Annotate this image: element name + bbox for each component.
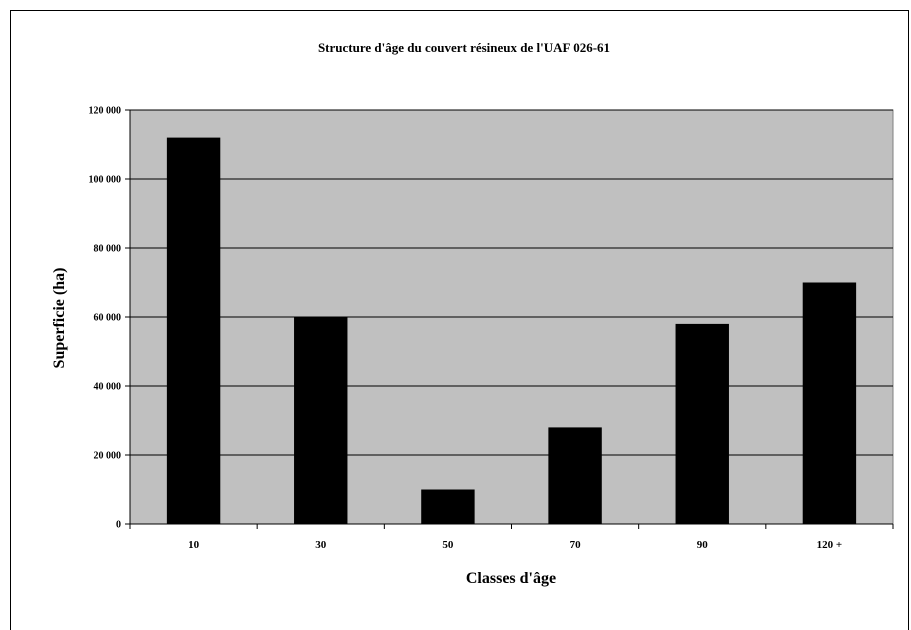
bar bbox=[675, 323, 729, 524]
chart-title: Structure d'âge du couvert résineux de l… bbox=[318, 40, 610, 55]
bar bbox=[802, 282, 857, 524]
y-tick-label: 0 bbox=[116, 520, 121, 531]
bar bbox=[421, 489, 475, 524]
chart-frame bbox=[10, 10, 909, 630]
y-axis-label: Superficie (ha) bbox=[51, 268, 68, 369]
y-tick-label: 120 000 bbox=[89, 106, 122, 117]
y-tick-label: 60 000 bbox=[94, 313, 122, 324]
x-axis-label: Classes d'âge bbox=[466, 570, 556, 587]
x-tick-label: 70 bbox=[570, 539, 582, 551]
x-tick-label: 90 bbox=[697, 539, 709, 551]
y-axis-ticks: 0 20 000 40 000 60 000 80 000 100 000 120 000 bbox=[89, 106, 130, 531]
x-tick-label: 120 + bbox=[817, 539, 843, 551]
y-tick-label: 80 000 bbox=[94, 244, 122, 255]
y-tick-label: 100 000 bbox=[89, 175, 122, 186]
x-tick-label: 10 bbox=[188, 539, 200, 551]
x-tick-label: 50 bbox=[442, 539, 454, 551]
y-tick-label: 20 000 bbox=[94, 451, 122, 462]
bar bbox=[548, 427, 602, 524]
grid-lines bbox=[130, 109, 893, 456]
y-tick-label: 40 000 bbox=[94, 382, 122, 393]
x-tick-label: 30 bbox=[315, 539, 327, 551]
bar bbox=[294, 317, 348, 524]
bars bbox=[166, 137, 857, 524]
bar bbox=[166, 137, 221, 524]
x-axis-ticks: 10 30 50 70 90 120 + bbox=[129, 524, 894, 551]
